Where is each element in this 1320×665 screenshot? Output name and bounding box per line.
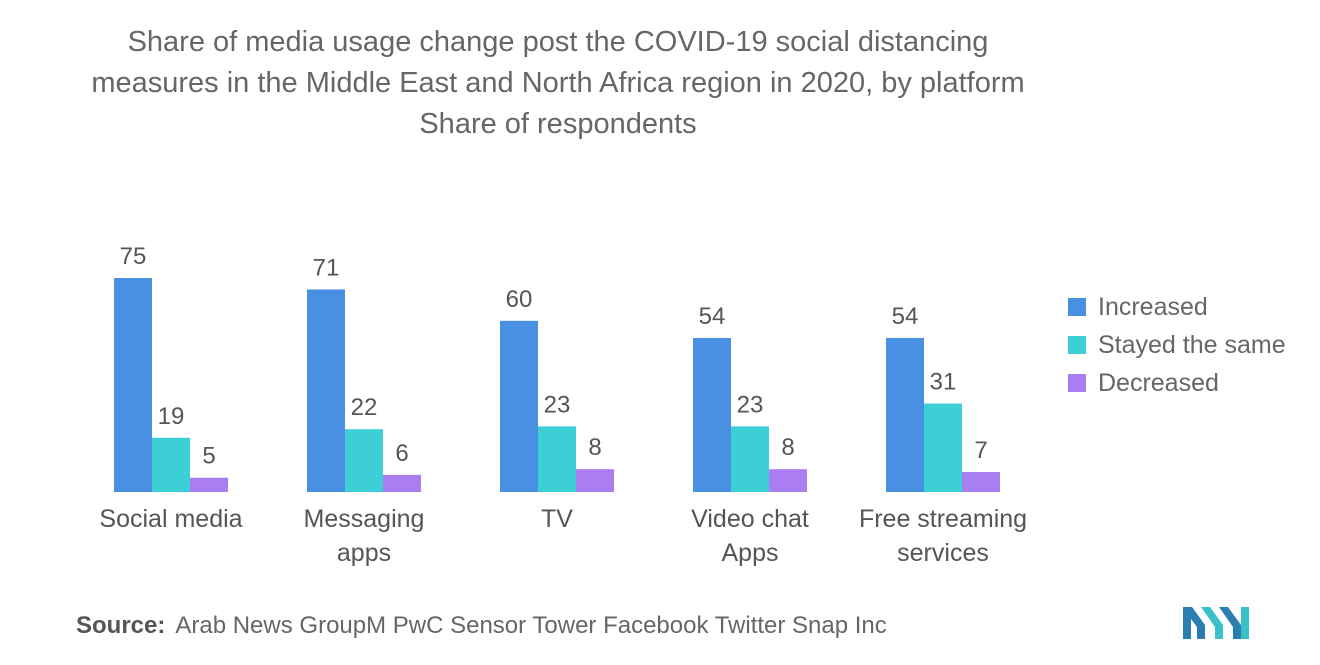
data-label: 60 (506, 286, 533, 313)
bar-decreased-0 (190, 477, 228, 492)
bar-increased-2 (500, 320, 538, 492)
legend-swatch (1068, 374, 1086, 392)
data-label: 8 (781, 434, 794, 461)
chart-title: Share of media usage change post the COV… (91, 26, 1025, 140)
category-label: Video chat (691, 505, 809, 533)
source-text: Arab News GroupM PwC Sensor Tower Facebo… (175, 612, 887, 639)
category-label: Messaging (304, 505, 425, 533)
legend-item-stayed-the-same: Stayed the same (1068, 326, 1286, 364)
bar-stayed-the-same-4 (924, 403, 962, 492)
legend-label: Decreased (1098, 368, 1219, 397)
source-note: Source: Arab News GroupM PwC Sensor Tower… (76, 612, 887, 640)
bar-stayed-the-same-2 (538, 426, 576, 492)
category-label: apps (337, 539, 391, 567)
bar-increased-3 (693, 337, 731, 492)
legend-label: Increased (1098, 292, 1208, 321)
source-label: Source: (76, 612, 166, 639)
category-label: services (897, 539, 989, 567)
bar-increased-0 (114, 278, 152, 492)
legend-item-decreased: Decreased (1068, 364, 1286, 402)
bar-increased-1 (307, 289, 345, 492)
bar-stayed-the-same-0 (152, 437, 190, 492)
data-label: 75 (120, 243, 147, 270)
category-label: TV (541, 505, 573, 533)
data-label: 5 (202, 443, 215, 470)
legend-label: Stayed the same (1098, 330, 1286, 359)
data-label: 7 (974, 437, 987, 464)
data-label: 71 (313, 254, 340, 281)
category-label: Social media (99, 505, 242, 533)
bar-decreased-1 (383, 474, 421, 492)
data-label: 8 (588, 434, 601, 461)
bar-stayed-the-same-3 (731, 426, 769, 492)
legend-swatch (1068, 336, 1086, 354)
bar-stayed-the-same-1 (345, 429, 383, 492)
bar-chart: 75 19 5 Social media 71 22 6 Messaging apps 60 23 8… (99, 243, 1027, 567)
legend-item-increased: Increased (1068, 288, 1286, 326)
data-label: 54 (892, 303, 919, 330)
data-label: 23 (737, 391, 764, 418)
data-label: 23 (544, 391, 571, 418)
data-label: 6 (395, 440, 408, 467)
bar-decreased-2 (576, 469, 614, 492)
category-label: Apps (722, 539, 779, 567)
bar-increased-4 (886, 337, 924, 492)
chart-legend: Increased Stayed the same Decreased (1068, 288, 1286, 402)
data-label: 22 (351, 394, 378, 421)
category-label: Free streaming (859, 505, 1027, 533)
data-label: 19 (158, 403, 185, 430)
mordor-intelligence-logo-icon (1183, 607, 1249, 639)
data-label: 54 (699, 303, 726, 330)
bar-decreased-4 (962, 472, 1000, 492)
bar-decreased-3 (769, 469, 807, 492)
data-label: 31 (930, 369, 957, 396)
legend-swatch (1068, 298, 1086, 316)
